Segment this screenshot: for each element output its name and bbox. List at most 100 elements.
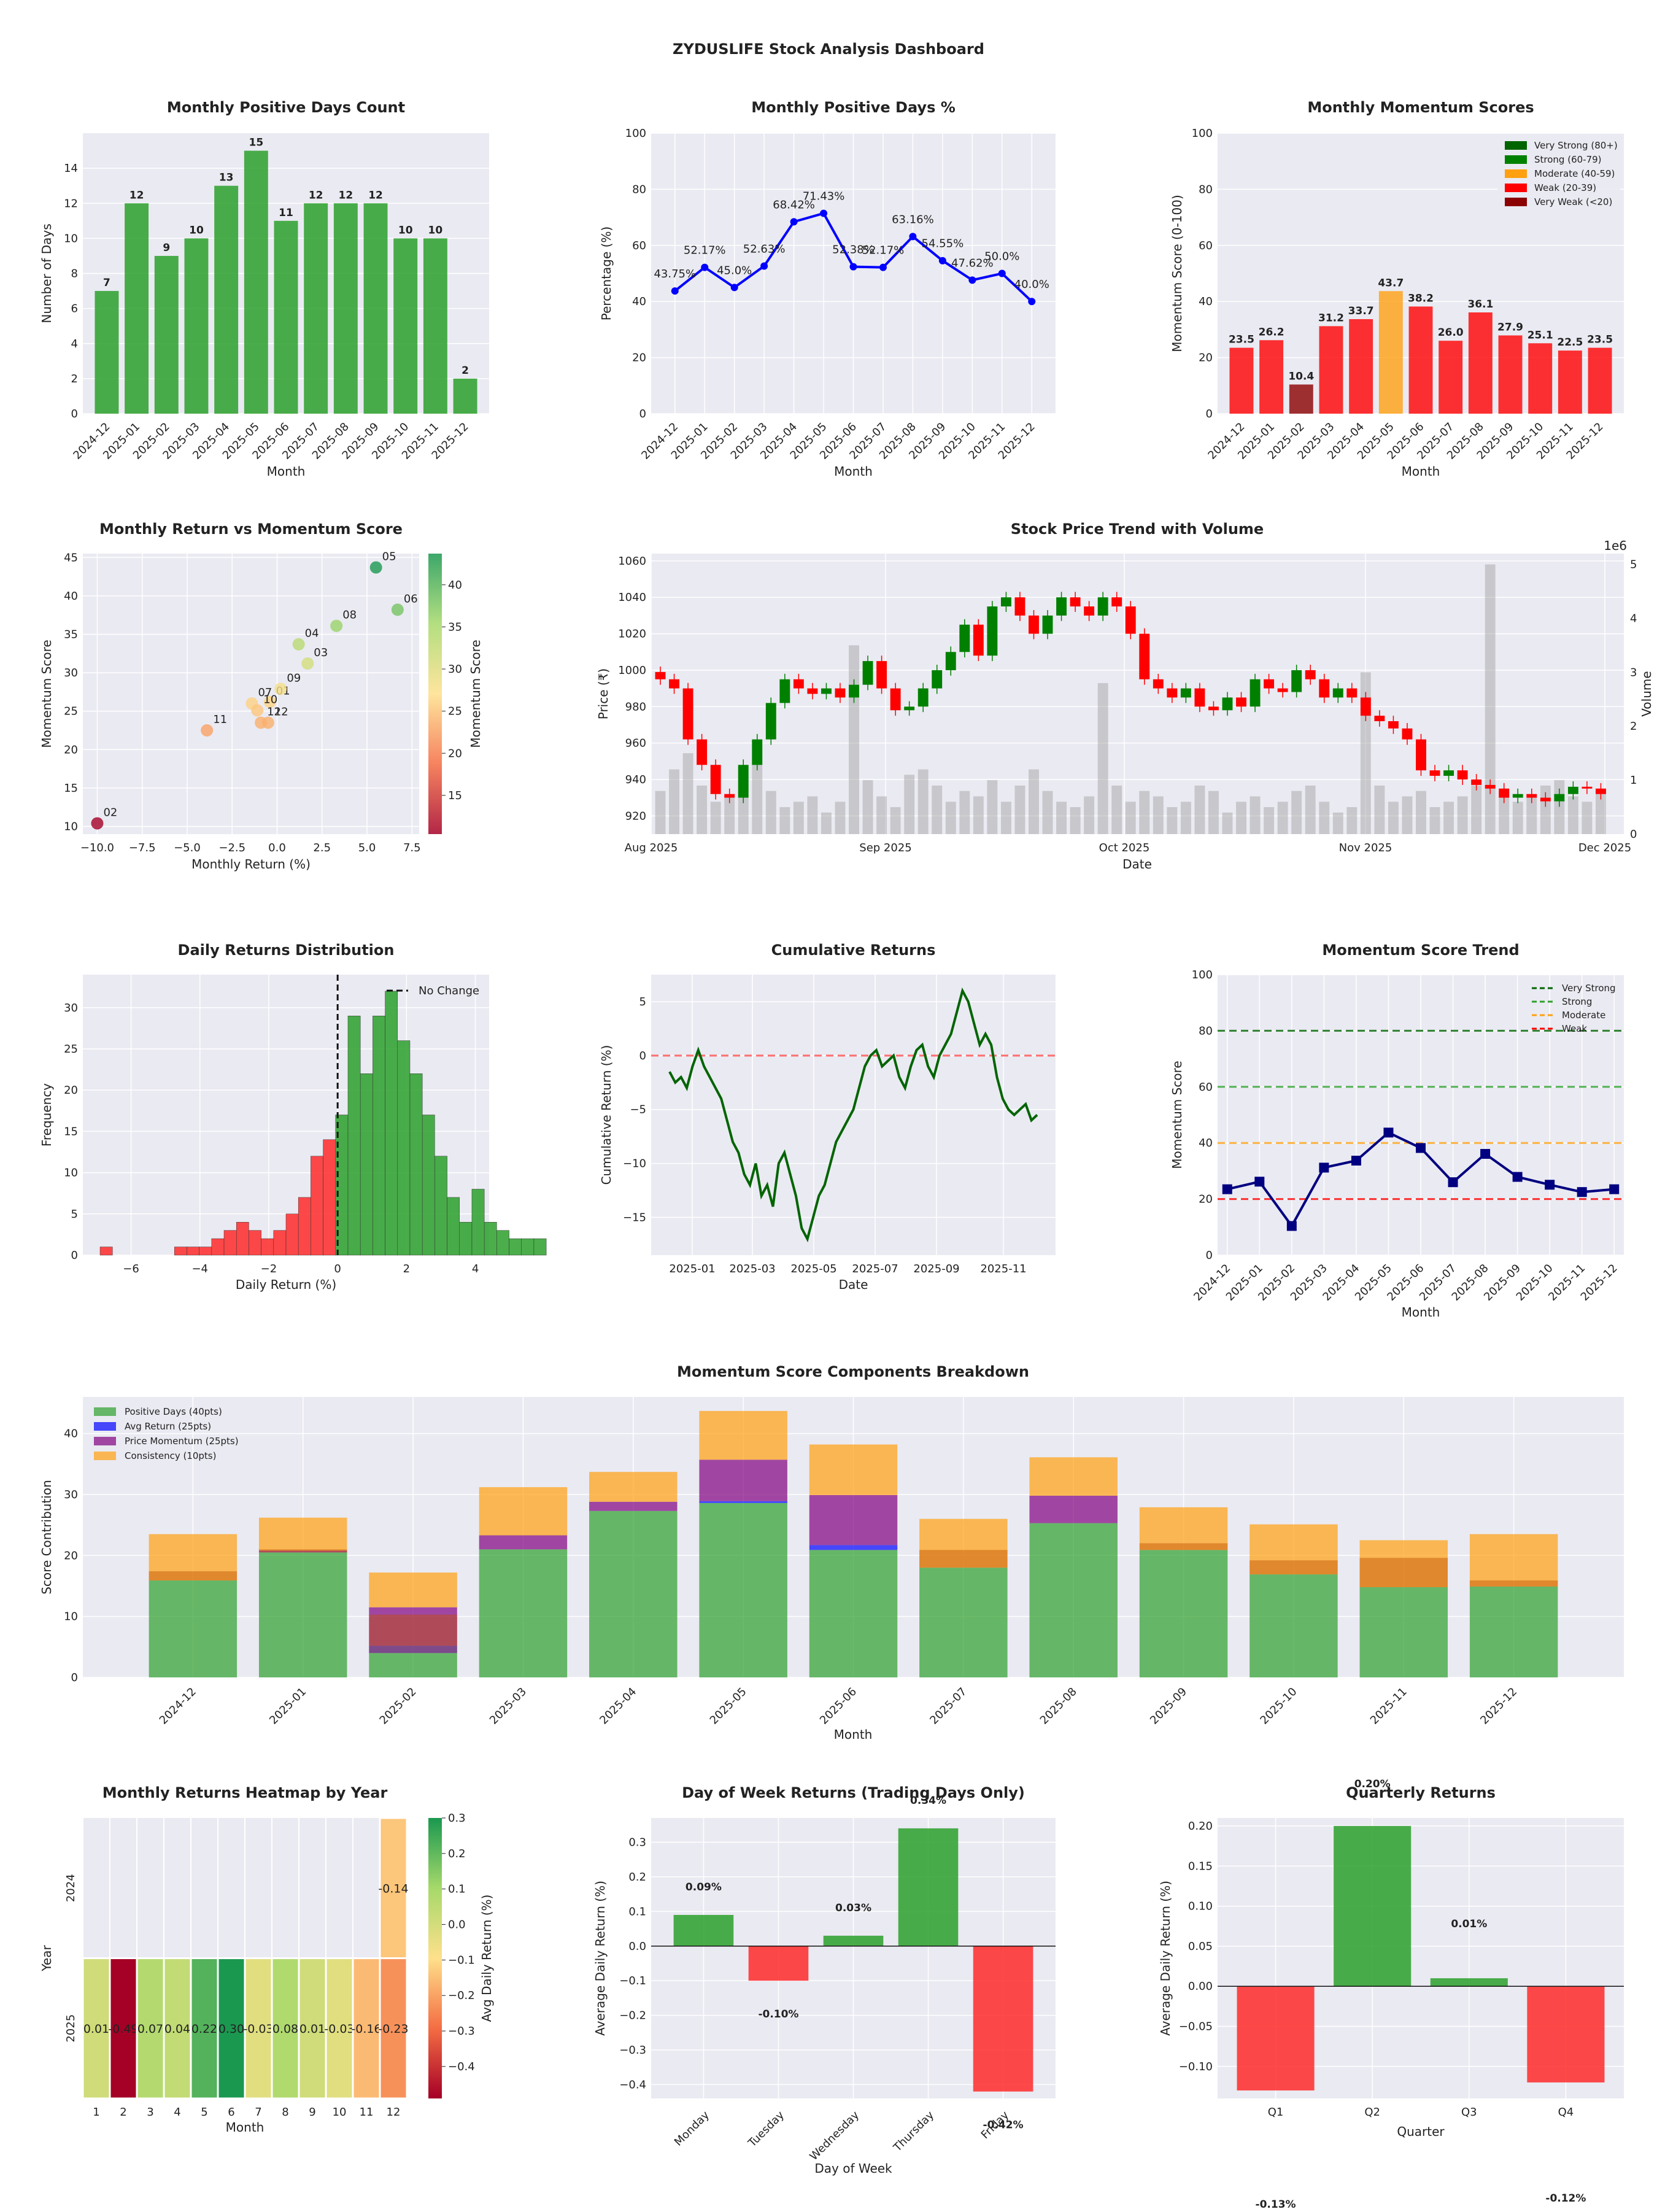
- hist-xlabel: Daily Return (%): [236, 1277, 336, 1292]
- mom-score-ytick-label: 60: [1199, 239, 1213, 252]
- comp-ylabel: Score Contribution: [39, 1480, 54, 1595]
- heat-xtick-label: 8: [282, 2106, 288, 2119]
- price-candle: [945, 652, 956, 670]
- price-volume-bar: [752, 764, 763, 834]
- comp-bar-segment: [258, 1552, 347, 1677]
- dow-bar: [823, 1935, 884, 1946]
- price-candle: [849, 684, 859, 698]
- trend-point: [1416, 1143, 1426, 1153]
- comp-bar-segment: [258, 1517, 347, 1551]
- comp-bar-segment: [1250, 1574, 1338, 1677]
- hist-bar: [447, 1197, 460, 1256]
- price-candle: [904, 706, 915, 711]
- pos-pct-point-label: 63.16%: [892, 213, 934, 226]
- pos-count-bar: [333, 203, 358, 414]
- pos-count-bar-label: 12: [309, 189, 323, 201]
- comp-bar-segment: [369, 1653, 457, 1677]
- price-candle: [1554, 794, 1565, 802]
- price-candle: [1042, 615, 1053, 634]
- price-candle: [1208, 706, 1219, 711]
- hist-bar: [533, 1238, 547, 1256]
- heat-colorbar: [428, 1818, 442, 2098]
- cum-ylabel: Cumulative Return (%): [599, 1045, 614, 1185]
- price-candle: [724, 794, 735, 798]
- qtr-xtick-label: Q4: [1558, 2106, 1574, 2119]
- price-volume-exponent: 1e6: [1604, 538, 1627, 553]
- scatter-plot-area: [83, 554, 419, 834]
- trend-point: [1383, 1127, 1394, 1138]
- hist-bar: [187, 1247, 199, 1256]
- trend-ylabel: Momentum Score: [1170, 1061, 1184, 1169]
- trend-ytick-label: 0: [1206, 1249, 1213, 1262]
- price-candle: [793, 679, 804, 689]
- mom-score-ytick-label: 20: [1199, 352, 1213, 365]
- price-volume-tick-label: 4: [1630, 612, 1637, 625]
- heat-cell-label: 0.01: [83, 2022, 109, 2036]
- pos-count-bar: [125, 203, 149, 414]
- comp-bar-segment: [589, 1501, 678, 1511]
- scatter-xtick-label: 0.0: [268, 841, 286, 854]
- comp-bar-segment: [479, 1487, 568, 1536]
- price-volume-bar: [1332, 812, 1343, 834]
- scatter-point-label: 11: [213, 713, 227, 726]
- price-candle: [1139, 633, 1150, 679]
- price-candle: [973, 624, 984, 656]
- price-candle: [1264, 679, 1275, 689]
- price-volume-bar: [1250, 796, 1261, 834]
- price-volume-bar: [1512, 802, 1523, 834]
- pos-count-xlabel: Month: [267, 464, 306, 479]
- dow-ytick-label: 0.0: [628, 1940, 646, 1953]
- price-candle: [1056, 597, 1067, 616]
- price-volume-bar: [1029, 769, 1039, 834]
- comp-xtick-label: 2025-04: [597, 1685, 639, 1727]
- heat-cell: [136, 1957, 165, 2100]
- pos-pct-ylabel: Percentage (%): [599, 226, 614, 320]
- trend-ytick-label: 40: [1199, 1137, 1213, 1150]
- pos-count-bar: [363, 203, 388, 414]
- scatter-xtick-label: −5.0: [174, 841, 201, 854]
- hist-bar: [509, 1238, 522, 1256]
- price-volume-bar: [1042, 791, 1053, 834]
- pos-count-bar: [154, 255, 179, 414]
- price-volume-bar: [1236, 802, 1246, 834]
- heat-cell-label: -0.49: [108, 2022, 138, 2036]
- dow-xtick-label: Tuesday: [746, 2108, 787, 2150]
- price-volume-bar: [1000, 802, 1011, 834]
- mom-score-bar-label: 22.5: [1557, 336, 1583, 349]
- price-candle: [987, 606, 998, 656]
- price-candle: [1332, 688, 1343, 698]
- price-volume-bar: [1457, 796, 1468, 834]
- pos-count-bar: [304, 203, 328, 414]
- hist-ytick-label: 0: [71, 1249, 78, 1262]
- price-volume-bar: [987, 780, 998, 834]
- comp-bar-overlap: [1469, 1580, 1558, 1587]
- trend-legend-label: Moderate: [1562, 1010, 1605, 1021]
- cum-xtick-label: 2025-01: [669, 1263, 715, 1275]
- price-volume-bar: [1596, 791, 1606, 834]
- pos-pct-ytick-label: 60: [632, 239, 646, 252]
- qtr-xlabel: Quarter: [1397, 2124, 1445, 2139]
- comp-bar-segment: [699, 1460, 787, 1501]
- price-volume-bar: [1485, 564, 1496, 834]
- heat-ytick-label: 2025: [64, 2014, 77, 2043]
- heat-xtick-label: 1: [93, 2106, 99, 2119]
- pos-count-ytick-label: 6: [71, 303, 78, 315]
- price-volume-bar: [835, 802, 846, 834]
- hist-xtick-label: −2: [261, 1263, 277, 1275]
- mom-score-bar: [1289, 384, 1313, 414]
- scatter-colorbar-tick-label: 40: [448, 579, 462, 592]
- scatter-point-label: 12: [267, 705, 281, 718]
- pos-count-bar-label: 7: [103, 277, 110, 289]
- price-title: Stock Price Trend with Volume: [1011, 520, 1264, 538]
- pos-count-ytick-label: 14: [64, 162, 78, 175]
- pos-pct-point: [998, 269, 1006, 277]
- heat-cell-label: -0.03: [324, 2022, 354, 2036]
- trend-point: [1448, 1177, 1458, 1188]
- scatter-xtick-label: 5.0: [358, 841, 376, 854]
- price-candle: [876, 661, 887, 689]
- mom-score-legend-swatch: [1505, 141, 1527, 150]
- comp-bar-segment: [479, 1535, 568, 1550]
- heat-colorbar-tick-label: 0.0: [448, 1919, 466, 1932]
- heat-xtick-label: 2: [120, 2106, 126, 2119]
